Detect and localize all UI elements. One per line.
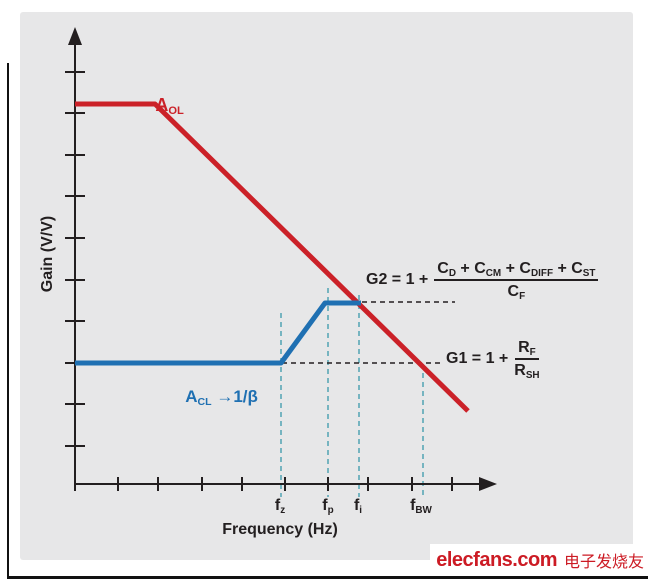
aol-curve-label: AOL <box>136 74 184 137</box>
g1-numerator: RF <box>515 339 539 360</box>
fp-base: f <box>322 497 328 514</box>
formula-token: CST <box>571 260 596 279</box>
formula-token: CDIFF <box>519 260 553 279</box>
formula-token: CD <box>437 260 456 279</box>
freq-marker-label-fz: fz <box>258 497 302 515</box>
g1-denominator: RSH <box>514 360 540 381</box>
acl-curve-label: ACL →1/β <box>167 367 258 427</box>
acl-suffix: →1/β <box>211 387 258 406</box>
fp-sub: p <box>327 504 334 516</box>
fbw-sub: BW <box>415 504 432 516</box>
g2-fraction: CD + CCM + CDIFF + CST CF <box>434 260 599 302</box>
frequency-axis-label: Frequency (Hz) <box>222 521 338 538</box>
bottom-border-line <box>7 576 648 579</box>
acl-base: A <box>185 387 198 406</box>
freq-marker-label-fbw: fBW <box>399 497 443 515</box>
formula-token: RF <box>518 339 536 358</box>
watermark: elecfans.com 电子发烧友 <box>430 544 648 576</box>
aol-curve <box>75 101 470 413</box>
aol-sub: OL <box>168 105 184 118</box>
acl-curve <box>75 300 361 366</box>
fz-base: f <box>274 497 281 514</box>
formula-token: CCM <box>474 260 502 279</box>
g2-numerator: CD + CCM + CDIFF + CST <box>434 260 599 281</box>
g2-denominator: CF <box>507 281 526 302</box>
g1-gain-formula: G1 = 1 + RF RSH <box>446 339 540 381</box>
acl-sub: CL <box>197 395 212 408</box>
formula-token: CF <box>507 283 526 302</box>
left-border-line <box>7 63 9 578</box>
freq-marker-label-fp: fp <box>306 497 350 515</box>
freq-marker-label-fi: fi <box>336 497 380 515</box>
y-axis-arrowhead-icon <box>68 27 82 45</box>
formula-token: RSH <box>514 362 540 381</box>
g1-prefix: G1 = 1 + <box>446 350 509 367</box>
gain-axis-label: Gain (V/V) <box>39 215 56 293</box>
fbw-base: f <box>410 497 416 514</box>
brand-text: elecfans.com <box>436 548 557 571</box>
formula-token: + <box>553 260 572 277</box>
fz-sub: z <box>280 504 286 516</box>
formula-token: + <box>501 260 520 277</box>
g1-fraction: RF RSH <box>514 339 540 381</box>
fi-sub: i <box>359 504 363 516</box>
g2-gain-formula: G2 = 1 + CD + CCM + CDIFF + CST CF <box>366 260 599 302</box>
formula-token: + <box>455 260 475 277</box>
x-axis-arrowhead-icon <box>479 477 497 491</box>
aol-base: A <box>155 95 169 115</box>
g2-prefix: G2 = 1 + <box>366 271 429 288</box>
fi-base: f <box>353 497 360 514</box>
brand-chinese-text: 电子发烧友 <box>563 554 644 571</box>
